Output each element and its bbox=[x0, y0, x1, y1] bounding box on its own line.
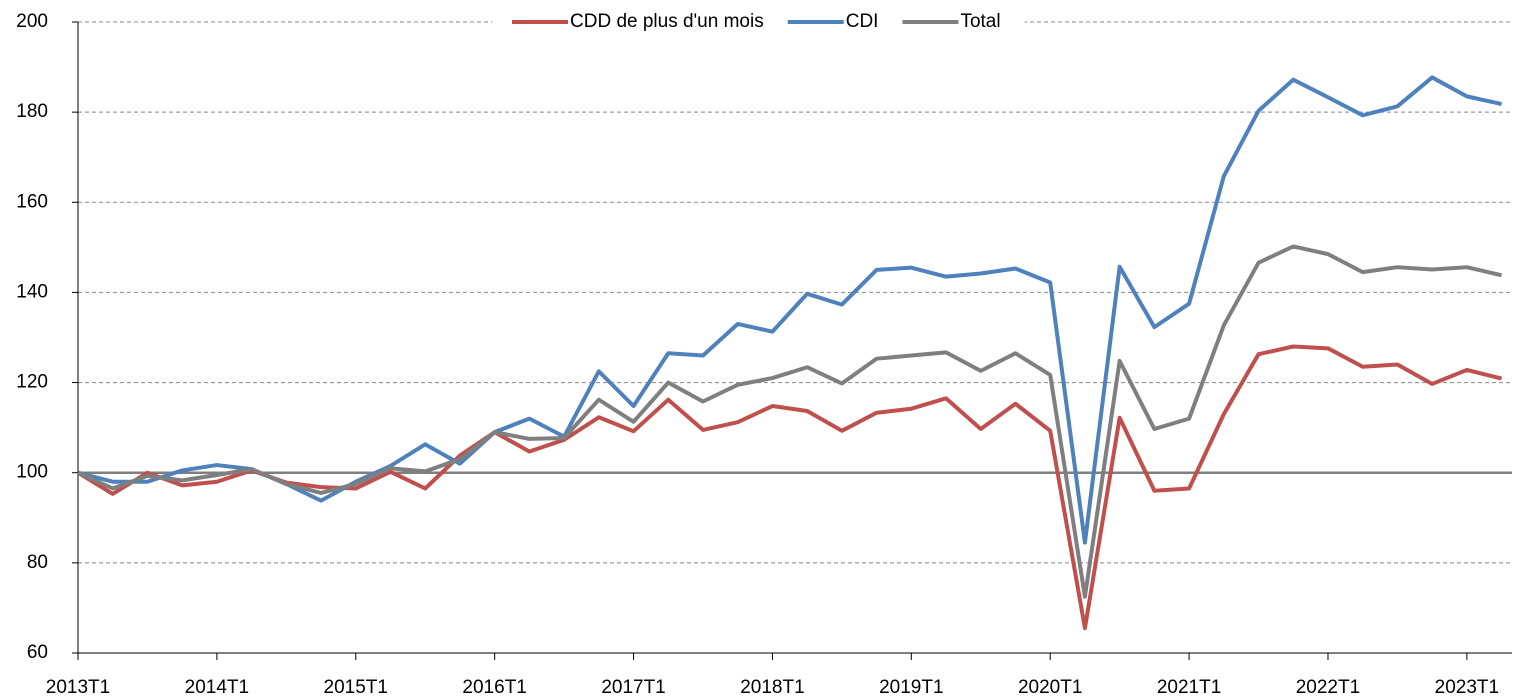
series-line bbox=[77, 244, 1503, 599]
y-tick-label: 140 bbox=[16, 281, 48, 302]
x-tick-label: 2018T1 bbox=[740, 677, 804, 698]
x-tick-label: 2015T1 bbox=[324, 677, 388, 698]
y-tick-label: 200 bbox=[16, 11, 48, 32]
y-tick-label: 160 bbox=[16, 191, 48, 212]
x-tick-label: 2022T1 bbox=[1296, 677, 1360, 698]
y-tick-label: 100 bbox=[16, 462, 48, 483]
y-tick-label: 120 bbox=[16, 372, 48, 393]
x-tick-label: 2016T1 bbox=[462, 677, 526, 698]
x-tick-label: 2019T1 bbox=[879, 677, 943, 698]
x-tick-label: 2014T1 bbox=[185, 677, 249, 698]
x-tick-label: 2020T1 bbox=[1018, 677, 1082, 698]
x-tick-label: 2017T1 bbox=[601, 677, 665, 698]
series-line bbox=[76, 344, 1503, 631]
y-tick-label: 60 bbox=[27, 642, 48, 663]
legend-label: CDD de plus d'un mois bbox=[570, 11, 764, 32]
x-tick-label: 2021T1 bbox=[1157, 677, 1221, 698]
series-line bbox=[77, 75, 1503, 545]
y-tick-label: 180 bbox=[16, 101, 48, 122]
x-tick-label: 2013T1 bbox=[46, 677, 110, 698]
legend: CDD de plus d'un mois CDI Total bbox=[492, 9, 1025, 35]
legend-label: CDI bbox=[846, 11, 879, 32]
x-tick-label: 2023T1 bbox=[1435, 677, 1499, 698]
legend-label: Total bbox=[960, 11, 1000, 32]
y-tick-label: 80 bbox=[27, 552, 48, 573]
